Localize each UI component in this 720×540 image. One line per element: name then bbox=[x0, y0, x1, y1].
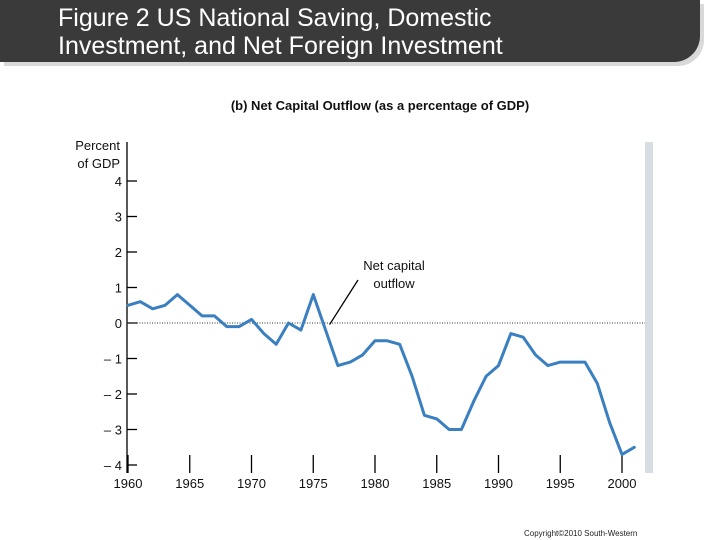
plot-area bbox=[127, 142, 645, 473]
x-tick-label: 2000 bbox=[608, 476, 637, 491]
x-tick-label: 1980 bbox=[361, 476, 390, 491]
plot-shadow bbox=[645, 142, 653, 473]
x-tick-label: 1970 bbox=[237, 476, 266, 491]
annotation-pointer bbox=[329, 279, 359, 325]
copyright-note: Copyright©2010 South-Western bbox=[524, 529, 638, 538]
slide-title-line2: Investment, and Net Foreign Investment bbox=[58, 32, 503, 60]
y-tick-label: 3 bbox=[115, 210, 122, 225]
x-tick-label: 1995 bbox=[546, 476, 575, 491]
y-tick-label: 0 bbox=[115, 316, 122, 331]
slide-title-line1: Figure 2 US National Saving, Domestic bbox=[58, 4, 492, 32]
x-tick-label: 1975 bbox=[299, 476, 328, 491]
y-axis-label-line1: Percent bbox=[75, 138, 120, 153]
y-tick-label: 4 bbox=[115, 174, 122, 189]
chart-title: (b) Net Capital Outflow (as a percentage… bbox=[230, 98, 530, 113]
slide-title: Figure 2 US National Saving, Domestic In… bbox=[58, 4, 678, 60]
y-tick-label: 2 bbox=[115, 245, 122, 260]
x-tick-label: 1985 bbox=[422, 476, 451, 491]
y-tick-label: – 3 bbox=[104, 423, 122, 438]
x-tick-label: 1960 bbox=[114, 476, 143, 491]
net-capital-outflow-line bbox=[126, 293, 636, 456]
x-tick-label: 1965 bbox=[175, 476, 204, 491]
y-tick-label: – 4 bbox=[104, 458, 122, 473]
y-tick-label: 1 bbox=[115, 281, 122, 296]
x-tick-label: 1990 bbox=[484, 476, 513, 491]
y-tick-label: – 2 bbox=[104, 387, 122, 402]
annotation-label-line1: Net capital bbox=[363, 258, 425, 273]
y-axis-label-line2: of GDP bbox=[77, 156, 120, 171]
title-bar: Figure 2 US National Saving, Domestic In… bbox=[0, 0, 700, 62]
annotation-label-line2: outflow bbox=[373, 276, 415, 291]
y-tick-label: – 1 bbox=[104, 352, 122, 367]
